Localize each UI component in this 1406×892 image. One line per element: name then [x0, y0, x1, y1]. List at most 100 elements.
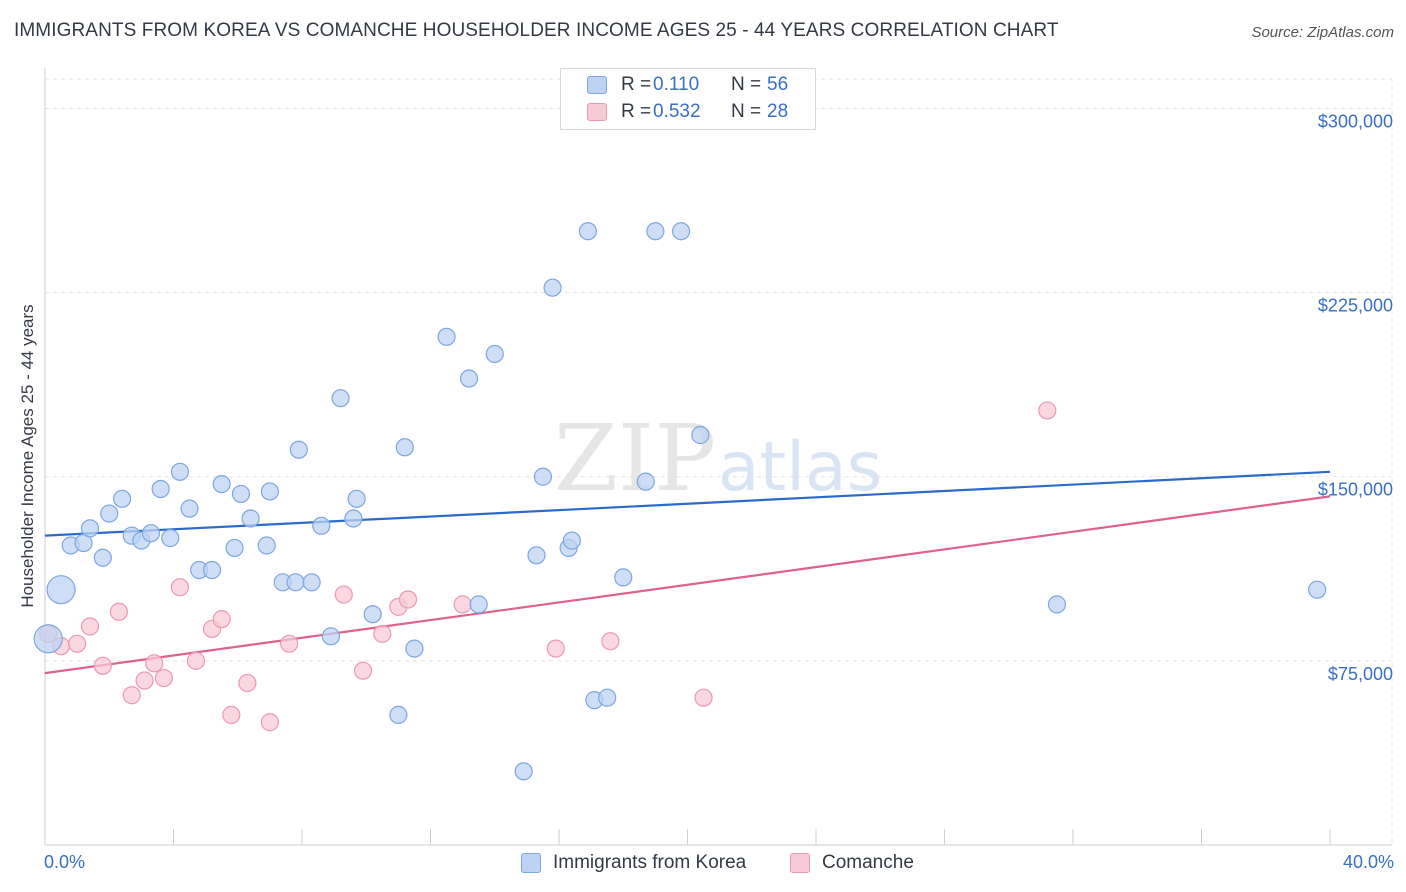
- point-comanche: [80, 617, 100, 636]
- point-korea: [93, 548, 112, 567]
- point-korea: [225, 538, 244, 558]
- point-korea: [321, 627, 341, 646]
- point-comanche: [135, 671, 154, 690]
- point-comanche: [222, 705, 241, 724]
- point-korea: [112, 489, 132, 508]
- point-korea: [1308, 580, 1327, 599]
- point-comanche: [334, 585, 353, 604]
- legend-label-korea: Immigrants from Korea: [553, 852, 747, 873]
- point-korea: [46, 575, 76, 605]
- point-comanche: [93, 656, 112, 675]
- legend-label-comanche: Comanche: [822, 852, 914, 873]
- n-value: 28: [767, 101, 789, 122]
- point-korea: [212, 474, 231, 494]
- source-label: Source: ZipAtlas.com: [1251, 24, 1394, 41]
- point-comanche: [186, 651, 206, 670]
- point-korea: [241, 509, 260, 528]
- point-comanche: [1038, 401, 1057, 420]
- point-comanche: [260, 713, 279, 732]
- trend-line-comanche: [44, 495, 1331, 675]
- n-value: 56: [767, 74, 789, 95]
- point-comanche: [212, 610, 231, 629]
- point-korea: [395, 438, 414, 457]
- legend-swatch-korea: [521, 853, 541, 873]
- point-korea: [347, 489, 366, 508]
- point-korea: [646, 222, 665, 241]
- y-tick-label: $150,000: [1318, 480, 1393, 500]
- point-korea: [598, 688, 617, 707]
- point-korea: [289, 440, 308, 459]
- point-korea: [170, 462, 190, 481]
- trend-line-korea: [44, 470, 1331, 537]
- point-korea: [100, 504, 119, 523]
- point-korea: [614, 568, 633, 587]
- y-axis-label: Householder Income Ages 25 - 44 years: [18, 304, 37, 608]
- point-comanche: [145, 654, 164, 673]
- stats-legend: R = 0.110 N = 56 R = 0.532 N = 28: [560, 68, 816, 130]
- point-korea: [389, 705, 408, 724]
- korea-swatch: [587, 76, 607, 94]
- axes: [44, 68, 1392, 846]
- y-tick-label: $300,000: [1318, 111, 1393, 131]
- point-comanche: [68, 634, 87, 653]
- point-korea: [180, 499, 199, 518]
- y-tick-label: $75,000: [1328, 664, 1393, 684]
- y-tick-label: $225,000: [1318, 296, 1393, 316]
- point-korea: [331, 389, 350, 408]
- point-korea: [231, 484, 251, 504]
- point-korea: [578, 222, 598, 241]
- data-points: [33, 222, 1327, 781]
- watermark-atlas: atlas: [718, 428, 882, 507]
- point-korea: [344, 509, 363, 528]
- point-korea: [257, 536, 276, 555]
- series-legend: Immigrants from Korea Comanche: [0, 850, 1406, 880]
- x-tick-label-min: 0.0%: [44, 852, 86, 872]
- trend-lines: [44, 470, 1331, 675]
- point-korea: [527, 546, 546, 565]
- point-korea: [469, 595, 488, 614]
- n-label: N =: [731, 101, 762, 122]
- point-korea: [437, 327, 456, 346]
- point-comanche: [280, 634, 299, 653]
- point-korea: [405, 639, 424, 658]
- point-comanche: [601, 632, 620, 651]
- point-korea: [562, 531, 581, 550]
- point-korea: [533, 467, 553, 486]
- chart-title: IMMIGRANTS FROM KOREA VS COMANCHE HOUSEH…: [14, 20, 1059, 41]
- point-comanche: [453, 595, 472, 614]
- legend-swatch-comanche: [790, 853, 810, 873]
- point-korea: [514, 762, 533, 781]
- point-korea: [33, 624, 63, 654]
- point-comanche: [694, 688, 713, 707]
- r-value: 0.110: [653, 74, 700, 95]
- point-korea: [151, 479, 170, 499]
- point-korea: [363, 605, 382, 624]
- n-label: N =: [731, 74, 762, 95]
- point-comanche: [122, 686, 141, 705]
- x-tick-label-max: 40.0%: [1342, 852, 1394, 872]
- point-comanche: [546, 639, 565, 658]
- point-korea: [312, 516, 331, 535]
- watermark: ZIP atlas: [554, 405, 882, 512]
- point-korea: [636, 472, 655, 491]
- point-korea: [459, 369, 479, 388]
- point-comanche: [170, 578, 190, 597]
- point-comanche: [398, 590, 418, 609]
- point-korea: [161, 529, 180, 548]
- point-comanche: [154, 668, 173, 688]
- point-korea: [543, 278, 562, 297]
- point-korea: [141, 524, 161, 543]
- comanche-swatch: [587, 103, 607, 121]
- point-comanche: [353, 661, 373, 680]
- point-comanche: [109, 602, 128, 621]
- watermark-zip: ZIP: [554, 405, 716, 512]
- point-korea: [1047, 595, 1067, 614]
- r-value: 0.532: [653, 101, 701, 122]
- point-korea: [202, 560, 222, 580]
- point-korea: [485, 344, 504, 364]
- point-korea: [302, 573, 321, 592]
- point-korea: [286, 573, 305, 592]
- point-korea: [260, 482, 279, 501]
- point-comanche: [373, 624, 392, 643]
